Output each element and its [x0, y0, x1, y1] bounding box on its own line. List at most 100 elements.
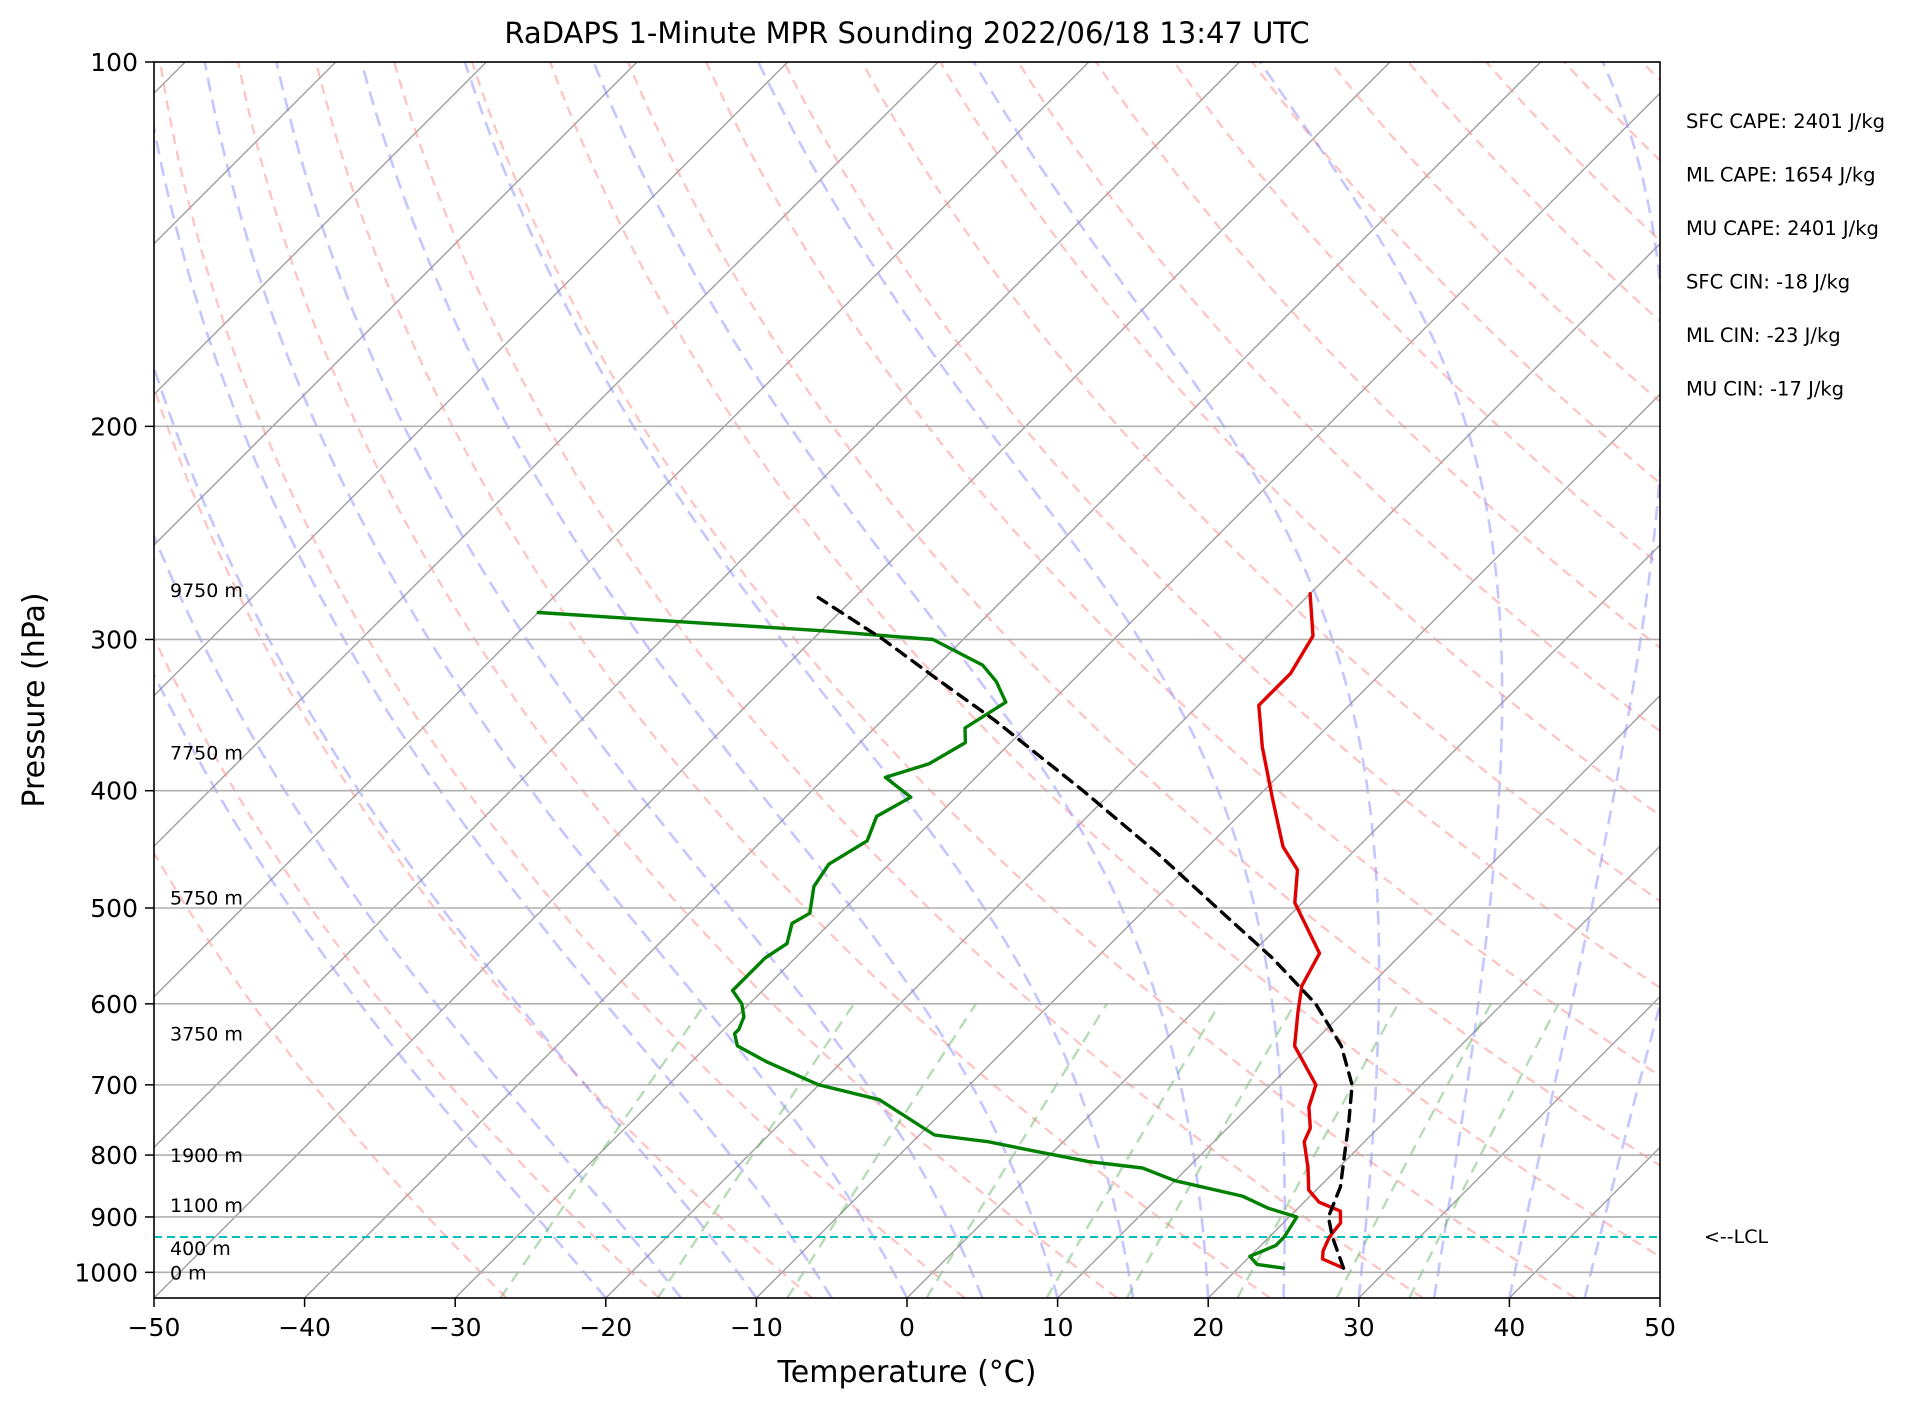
height-label: 5750 m — [170, 887, 243, 909]
y-tick-label: 600 — [90, 990, 138, 1019]
stability-index-text: SFC CAPE: 2401 J/kg — [1686, 110, 1885, 133]
x-tick-label: 40 — [1493, 1313, 1525, 1342]
parcel-profile-line — [816, 595, 1354, 1270]
temperature-profile-line — [1257, 592, 1346, 1270]
isotherm-line — [154, 62, 1240, 1149]
height-label: 9750 m — [170, 580, 243, 602]
dry-adiabat-line — [154, 384, 813, 1298]
mixing-ratio-line — [1335, 1003, 1492, 1298]
y-axis-label: Pressure (hPa) — [17, 592, 52, 807]
series-layer — [536, 592, 1354, 1270]
x-tick-label: 0 — [899, 1313, 915, 1342]
isotherm-line — [1207, 845, 1660, 1298]
stability-index-text: MU CAPE: 2401 J/kg — [1686, 217, 1879, 240]
moist-adiabat-line — [1508, 62, 1660, 1298]
x-tick-label: 30 — [1343, 1313, 1375, 1342]
moist-adiabat-line — [275, 62, 984, 1298]
moist-adiabat-line — [1583, 999, 1660, 1298]
y-tick-label: 100 — [90, 48, 138, 77]
stability-index-text: ML CAPE: 1654 J/kg — [1686, 164, 1876, 187]
height-label: 3750 m — [170, 1024, 243, 1046]
isotherm-line — [154, 62, 789, 697]
y-tick-label: 400 — [90, 777, 138, 806]
moist-adiabat-line — [972, 62, 1381, 1298]
moist-adiabat-line — [1258, 62, 1504, 1298]
dry-adiabat-line — [393, 62, 1424, 1298]
pressure-gridlines — [154, 62, 1660, 1274]
isotherm-line — [906, 544, 1660, 1298]
dry-adiabat-line — [1407, 62, 1660, 323]
dry-adiabat-line — [1329, 62, 1660, 404]
stability-indices: SFC CAPE: 2401 J/kg ML CAPE: 1654 J/kg MU … — [1686, 110, 1885, 401]
mixing-ratio-line — [1125, 1003, 1296, 1298]
isotherm-line — [304, 62, 1542, 1298]
isotherm-line — [154, 62, 487, 396]
y-tick-label: 300 — [90, 625, 138, 654]
moist-adiabat-line — [154, 363, 758, 1298]
dry-adiabat-line — [1251, 62, 1660, 485]
dry-adiabat-line — [315, 62, 1271, 1298]
height-label: 1100 m — [170, 1195, 243, 1217]
x-tick-label: 20 — [1192, 1313, 1224, 1342]
y-tick-label: 800 — [90, 1141, 138, 1170]
y-tick-label: 200 — [90, 412, 138, 441]
mixing-ratio-line — [1408, 1003, 1560, 1298]
x-tick-label: −50 — [128, 1313, 181, 1342]
isotherm-line — [605, 242, 1660, 1298]
dry-adiabat-line — [154, 850, 508, 1298]
dry-adiabat-line — [1563, 62, 1660, 162]
mixing-ratio-line — [786, 1003, 977, 1298]
y-tick-label: 700 — [90, 1071, 138, 1100]
background-lines — [154, 62, 1925, 1298]
isotherm-line — [1811, 62, 1925, 1298]
isotherm-line — [154, 62, 1090, 998]
isotherm-line — [454, 92, 1660, 1298]
dry-adiabat-line — [627, 62, 1660, 1167]
dry-adiabat-line — [159, 62, 966, 1298]
isotherm-line — [154, 62, 939, 848]
dry-adiabat-line — [154, 635, 661, 1298]
dry-adiabat-line — [1173, 62, 1660, 567]
isotherm-line — [755, 393, 1660, 1298]
stability-index-text: ML CIN: -23 J/kg — [1686, 324, 1841, 347]
x-tick-label: −30 — [429, 1313, 482, 1342]
dry-adiabat-line — [783, 62, 1660, 990]
moist-adiabat-line — [154, 532, 683, 1298]
dry-adiabat-line — [705, 62, 1660, 1078]
mixing-ratio-line — [656, 1003, 855, 1298]
y-tick-label: 1000 — [74, 1258, 138, 1287]
stability-index-text: MU CIN: -17 J/kg — [1686, 378, 1844, 401]
isotherm-line — [1508, 1146, 1660, 1298]
isotherm-line — [1358, 995, 1660, 1298]
x-tick-label: −20 — [579, 1313, 632, 1342]
dewpoint-profile-line — [536, 610, 1299, 1270]
x-axis-ticks: −50 −40 −30 −20 −10 0 10 20 30 40 50 — [128, 1298, 1676, 1342]
dry-adiabat-line — [471, 62, 1577, 1298]
isotherm-line — [1057, 694, 1660, 1298]
chart-title: RaDAPS 1-Minute MPR Sounding 2022/06/18 … — [504, 16, 1309, 50]
isotherm-line — [1659, 1297, 1660, 1298]
height-label: 1900 m — [170, 1145, 243, 1167]
stability-index-text: SFC CIN: -18 J/kg — [1686, 271, 1850, 294]
dry-adiabat-line — [237, 62, 1119, 1298]
height-label: 0 m — [170, 1262, 207, 1284]
x-tick-label: 10 — [1042, 1313, 1074, 1342]
lcl-label: <--LCL — [1704, 1226, 1768, 1248]
height-label: 400 m — [170, 1238, 231, 1260]
x-tick-label: −40 — [278, 1313, 331, 1342]
moist-adiabat-line — [360, 62, 1059, 1298]
moist-adiabat-line — [203, 62, 909, 1298]
moist-adiabat-line — [757, 62, 1286, 1298]
moist-adiabat-line — [154, 671, 607, 1298]
dry-adiabat-line — [1720, 62, 1925, 1298]
dry-adiabat-line — [861, 62, 1660, 903]
y-tick-label: 500 — [90, 894, 138, 923]
moist-adiabat-line — [592, 62, 1210, 1298]
mixing-ratio-line — [1236, 1003, 1400, 1298]
dry-adiabat-line — [1641, 62, 1660, 82]
x-tick-label: 50 — [1644, 1313, 1676, 1342]
plot-area — [154, 62, 1925, 1298]
height-label: 7750 m — [170, 743, 243, 765]
